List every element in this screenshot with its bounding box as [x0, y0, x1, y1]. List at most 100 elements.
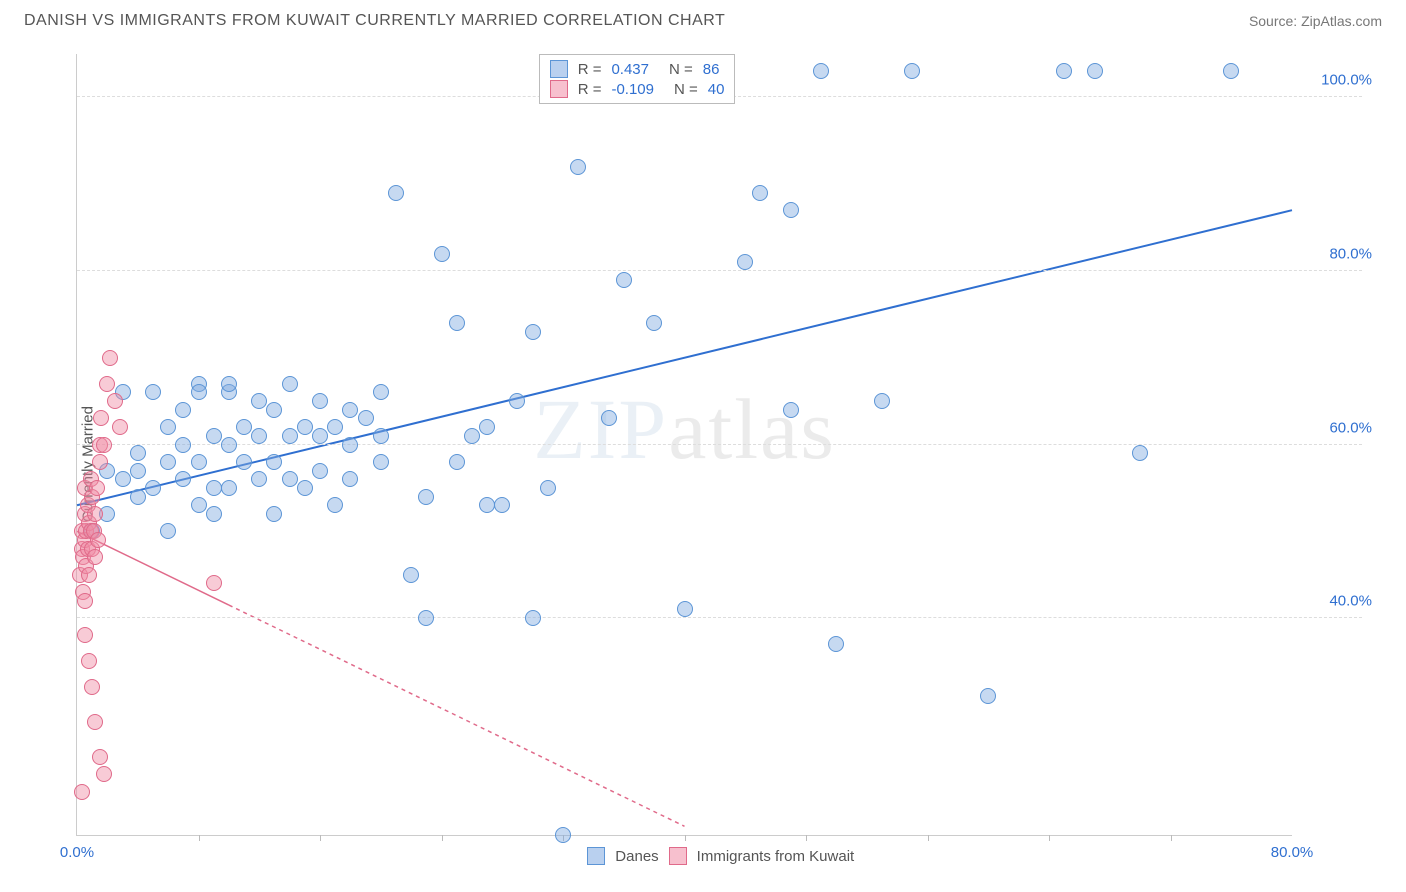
trend-lines: [77, 54, 1292, 835]
data-point: [312, 393, 328, 409]
data-point: [813, 63, 829, 79]
legend-n-label: N =: [674, 81, 698, 98]
data-point: [616, 272, 632, 288]
data-point: [418, 610, 434, 626]
data-point: [236, 454, 252, 470]
legend-n-value: 40: [708, 81, 725, 98]
data-point: [373, 384, 389, 400]
data-point: [175, 402, 191, 418]
data-point: [206, 428, 222, 444]
x-tick-mark: [1049, 835, 1050, 841]
data-point: [525, 610, 541, 626]
data-point: [221, 376, 237, 392]
data-point: [677, 601, 693, 617]
data-point: [77, 627, 93, 643]
data-point: [540, 480, 556, 496]
legend-n-label: N =: [669, 61, 693, 78]
data-point: [342, 471, 358, 487]
data-point: [96, 766, 112, 782]
x-tick-mark: [1171, 835, 1172, 841]
data-point: [191, 497, 207, 513]
data-point: [236, 419, 252, 435]
data-point: [84, 679, 100, 695]
data-point: [904, 63, 920, 79]
legend-r-label: R =: [578, 81, 602, 98]
data-point: [646, 315, 662, 331]
chart-container: Currently Married ZIPatlas R =0.437N =86…: [24, 46, 1382, 882]
data-point: [388, 185, 404, 201]
data-point: [418, 489, 434, 505]
legend-series-label: Immigrants from Kuwait: [697, 848, 855, 865]
data-point: [1087, 63, 1103, 79]
data-point: [479, 497, 495, 513]
data-point: [342, 402, 358, 418]
data-point: [358, 410, 374, 426]
series-legend: Danes Immigrants from Kuwait: [587, 847, 854, 865]
data-point: [92, 749, 108, 765]
x-tick-mark: [199, 835, 200, 841]
data-point: [297, 480, 313, 496]
data-point: [282, 471, 298, 487]
data-point: [297, 419, 313, 435]
data-point: [96, 437, 112, 453]
data-point: [87, 714, 103, 730]
data-point: [251, 393, 267, 409]
data-point: [601, 410, 617, 426]
legend-r-value: -0.109: [611, 81, 654, 98]
data-point: [312, 463, 328, 479]
data-point: [251, 428, 267, 444]
data-point: [74, 784, 90, 800]
data-point: [783, 202, 799, 218]
y-tick-label: 100.0%: [1302, 72, 1372, 89]
data-point: [403, 567, 419, 583]
data-point: [525, 324, 541, 340]
data-point: [449, 315, 465, 331]
data-point: [282, 428, 298, 444]
data-point: [81, 653, 97, 669]
legend-series-label: Danes: [615, 848, 658, 865]
data-point: [342, 437, 358, 453]
data-point: [282, 376, 298, 392]
legend-swatch: [550, 60, 568, 78]
data-point: [89, 480, 105, 496]
data-point: [266, 402, 282, 418]
data-point: [87, 549, 103, 565]
data-point: [327, 419, 343, 435]
legend-swatch: [587, 847, 605, 865]
legend-r-value: 0.437: [611, 61, 649, 78]
data-point: [737, 254, 753, 270]
legend-n-value: 86: [703, 61, 720, 78]
gridline-h: [77, 270, 1362, 271]
data-point: [251, 471, 267, 487]
data-point: [93, 410, 109, 426]
data-point: [99, 376, 115, 392]
data-point: [494, 497, 510, 513]
data-point: [266, 454, 282, 470]
correlation-legend: R =0.437N =86R =-0.109N =40: [539, 54, 736, 104]
data-point: [327, 497, 343, 513]
data-point: [102, 350, 118, 366]
source-prefix: Source:: [1249, 13, 1301, 29]
gridline-h: [77, 444, 1362, 445]
data-point: [112, 419, 128, 435]
x-tick-mark: [685, 835, 686, 841]
watermark: ZIPatlas: [533, 379, 836, 479]
x-tick-label: 0.0%: [60, 844, 94, 861]
source-name: ZipAtlas.com: [1301, 13, 1382, 29]
data-point: [160, 523, 176, 539]
gridline-h: [77, 617, 1362, 618]
y-tick-label: 40.0%: [1302, 593, 1372, 610]
x-tick-mark: [806, 835, 807, 841]
data-point: [191, 454, 207, 470]
data-point: [221, 437, 237, 453]
data-point: [555, 827, 571, 843]
legend-swatch: [550, 80, 568, 98]
x-tick-mark: [320, 835, 321, 841]
data-point: [206, 575, 222, 591]
data-point: [312, 428, 328, 444]
data-point: [130, 445, 146, 461]
y-tick-label: 60.0%: [1302, 419, 1372, 436]
data-point: [509, 393, 525, 409]
data-point: [464, 428, 480, 444]
data-point: [130, 463, 146, 479]
